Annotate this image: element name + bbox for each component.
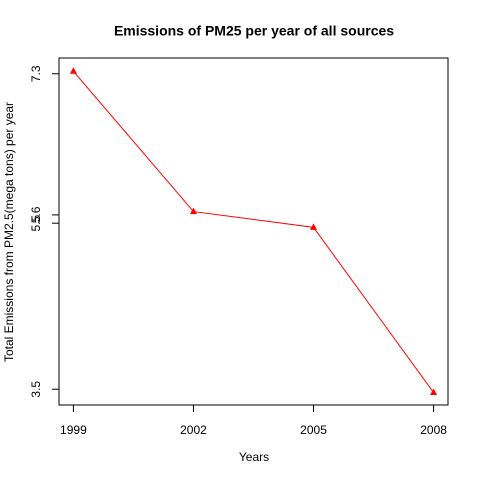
y-tick-label: 5.5 (29, 215, 43, 232)
y-tick-label: 7.3 (29, 65, 43, 82)
x-tick-label: 2005 (300, 423, 327, 437)
x-tick-label: 2002 (180, 423, 207, 437)
x-tick-label: 2008 (420, 423, 447, 437)
marker (69, 67, 77, 74)
marker (310, 223, 318, 230)
line (73, 70, 434, 393)
chart-title: Emissions of PM25 per year of all source… (114, 23, 394, 39)
x-tick-label: 1999 (60, 423, 87, 437)
marker (189, 207, 197, 215)
y-tick-label: 5.6 (29, 206, 43, 223)
y-tick-label: 3.5 (29, 381, 43, 398)
plot-box (58, 57, 449, 406)
marker (430, 388, 438, 396)
y-axis-label: Total Emissions from PM2.5(mega tons) pe… (2, 102, 16, 362)
x-axis-label: Years (239, 450, 269, 464)
